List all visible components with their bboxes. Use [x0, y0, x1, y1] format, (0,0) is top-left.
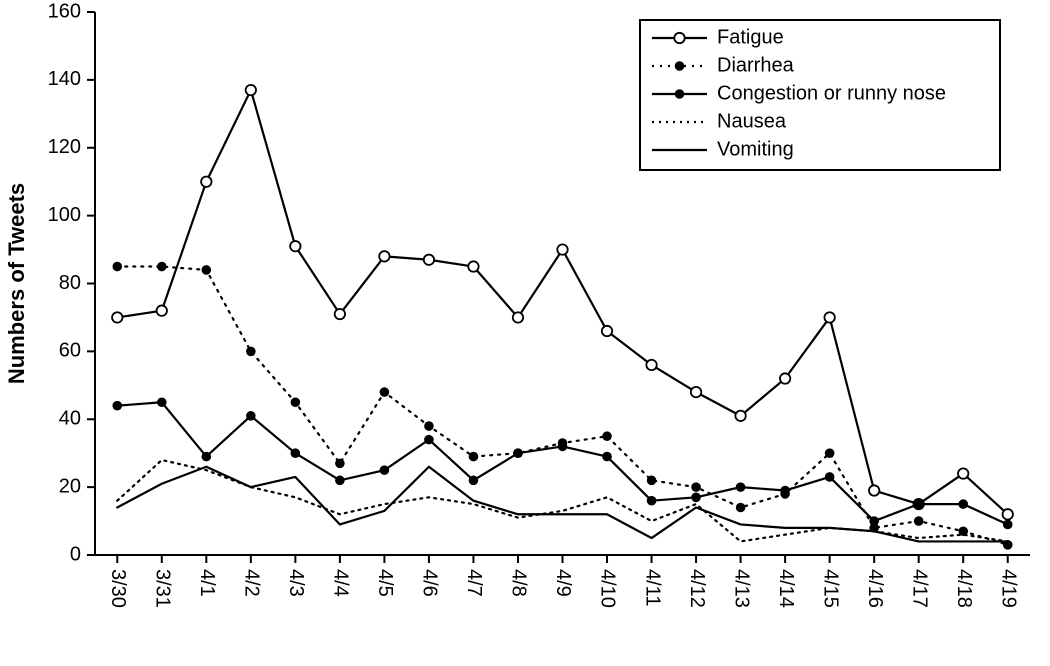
- marker: [825, 448, 835, 458]
- y-tick-label: 120: [48, 136, 81, 158]
- marker: [424, 255, 434, 265]
- y-tick-label: 40: [59, 408, 81, 430]
- x-tick-label: 4/18: [953, 569, 975, 608]
- marker: [290, 241, 300, 251]
- marker: [736, 503, 746, 513]
- marker: [513, 448, 523, 458]
- marker: [335, 459, 345, 469]
- marker: [914, 516, 924, 526]
- y-tick-label: 100: [48, 204, 81, 226]
- marker: [824, 312, 834, 322]
- marker: [513, 312, 523, 322]
- x-tick-label: 4/16: [864, 569, 886, 608]
- x-tick-label: 4/6: [419, 569, 441, 597]
- marker: [246, 411, 256, 421]
- marker: [557, 244, 567, 254]
- marker: [246, 85, 256, 95]
- line-chart: 0 20 40 60 80 100 120 140 160 3/30 3/31 4/1 4/2 4/3 4/…: [0, 0, 1050, 666]
- marker: [602, 452, 612, 462]
- marker: [246, 347, 256, 357]
- marker: [914, 499, 924, 509]
- marker: [157, 262, 167, 272]
- marker: [869, 516, 879, 526]
- legend-label: Congestion or runny nose: [717, 82, 946, 104]
- marker: [380, 387, 390, 397]
- marker: [469, 452, 479, 462]
- x-tick-label: 4/1: [196, 569, 218, 597]
- x-tick-label: 4/10: [597, 569, 619, 608]
- marker: [780, 373, 790, 383]
- x-tick-label: 4/2: [241, 569, 263, 597]
- marker: [869, 485, 879, 495]
- marker: [780, 486, 790, 496]
- legend: Fatigue Diarrhea Congestion or runny nose N…: [640, 20, 1000, 170]
- marker: [691, 482, 701, 492]
- marker: [825, 472, 835, 482]
- marker: [691, 387, 701, 397]
- x-tick-label: 4/4: [330, 569, 352, 597]
- y-tick-label: 20: [59, 475, 81, 497]
- y-tick-label: 60: [59, 340, 81, 362]
- marker: [468, 261, 478, 271]
- x-tick-label: 4/15: [819, 569, 841, 608]
- x-tick-label: 4/19: [997, 569, 1019, 608]
- marker: [157, 397, 167, 407]
- x-tick-label: 4/12: [686, 569, 708, 608]
- marker: [958, 499, 968, 509]
- marker: [958, 468, 968, 478]
- x-tick-label: 3/31: [152, 569, 174, 608]
- marker: [157, 305, 167, 315]
- marker: [335, 476, 345, 486]
- marker: [558, 442, 568, 452]
- x-tick-label: 4/7: [463, 569, 485, 597]
- marker: [201, 176, 211, 186]
- y-tick-label: 160: [48, 0, 81, 22]
- marker: [735, 411, 745, 421]
- x-tick-label: 4/11: [641, 569, 663, 606]
- marker: [646, 360, 656, 370]
- marker: [691, 493, 701, 503]
- marker: [602, 431, 612, 441]
- marker: [291, 448, 301, 458]
- marker: [112, 312, 122, 322]
- marker: [202, 452, 212, 462]
- marker: [424, 435, 434, 445]
- marker: [469, 476, 479, 486]
- marker: [602, 326, 612, 336]
- x-tick-label: 4/5: [374, 569, 396, 597]
- marker: [335, 309, 345, 319]
- legend-label: Nausea: [717, 110, 787, 132]
- legend-label: Diarrhea: [717, 54, 795, 76]
- marker: [112, 401, 122, 411]
- marker: [736, 482, 746, 492]
- legend-label: Vomiting: [717, 138, 794, 160]
- x-tick-label: 4/8: [508, 569, 530, 597]
- marker: [1003, 520, 1013, 530]
- marker: [291, 397, 301, 407]
- marker: [380, 465, 390, 475]
- chart-svg: 0 20 40 60 80 100 120 140 160 3/30 3/31 4/1 4/2 4/3 4/…: [0, 0, 1050, 666]
- x-tick-label: 4/13: [730, 569, 752, 608]
- y-tick-label: 140: [48, 68, 81, 90]
- y-tick-label: 0: [70, 543, 81, 565]
- y-tick-label: 80: [59, 272, 81, 294]
- marker: [202, 265, 212, 275]
- x-tick-label: 3/30: [107, 569, 129, 608]
- legend-label: Fatigue: [717, 26, 784, 48]
- marker: [424, 421, 434, 431]
- marker: [647, 476, 657, 486]
- y-axis-label: Numbers of Tweets: [4, 183, 29, 384]
- marker: [379, 251, 389, 261]
- x-tick-label: 4/9: [552, 569, 574, 597]
- marker: [1003, 509, 1013, 519]
- marker: [647, 496, 657, 506]
- x-tick-label: 4/14: [775, 569, 797, 608]
- marker: [112, 262, 122, 272]
- x-tick-label: 4/3: [285, 569, 307, 597]
- x-tick-label: 4/17: [908, 569, 930, 608]
